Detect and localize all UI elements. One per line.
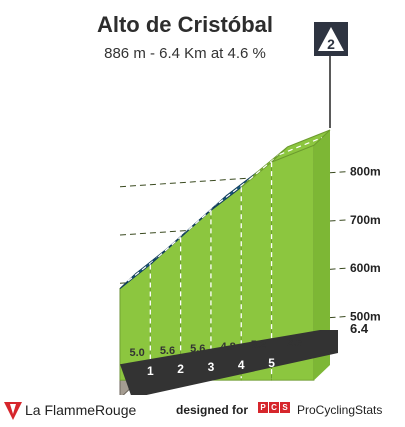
distance-end-label: 6.4 xyxy=(350,321,369,336)
category-value: 2 xyxy=(327,36,335,52)
road-surface xyxy=(119,129,331,289)
category-badge: 2 xyxy=(314,22,348,128)
gradient-label-4: 4.8 xyxy=(220,341,235,353)
road-centre-line-5 xyxy=(248,154,280,181)
y-tick-label-600: 600m xyxy=(350,261,381,275)
flame-flag-icon xyxy=(4,402,22,420)
profile-base-dark xyxy=(120,330,338,395)
km-marker-1: 1 xyxy=(147,364,154,378)
y-tick-label-700: 700m xyxy=(350,213,381,227)
climb-title: Alto de Cristóbal xyxy=(96,12,273,37)
procyclingstats-link[interactable]: ProCyclingStats xyxy=(297,403,383,417)
gradient-label-6: 2.5 xyxy=(287,337,302,349)
gradient-label-5: 5.2 xyxy=(251,339,266,351)
pcs-letter-s: S xyxy=(280,402,290,413)
km-marker-3: 3 xyxy=(208,360,215,374)
mountain-icon xyxy=(318,27,344,51)
profile-base-strip xyxy=(120,330,338,395)
profile-right-face xyxy=(314,130,330,381)
la-flamme-rouge-logo[interactable]: La FlammeRouge xyxy=(4,400,136,420)
km-marker-5: 5 xyxy=(268,356,275,370)
y-tick-label-500: 500m xyxy=(350,309,381,323)
y-tick-label-800: 800m xyxy=(350,165,381,179)
road-centre-line-1 xyxy=(127,256,159,282)
footer: La FlammeRouge designed for P C S ProCyc… xyxy=(0,395,405,427)
designed-for-label: designed for xyxy=(176,403,249,417)
road-centre-line-2 xyxy=(157,229,190,258)
pcs-letter-c: C xyxy=(269,402,279,413)
climb-subtitle: 886 m - 6.4 Km at 4.6 % xyxy=(104,45,266,62)
gradient-label-1: 5.0 xyxy=(130,347,145,359)
road-centre-line-3 xyxy=(188,202,220,231)
gradient-label-2: 5.6 xyxy=(160,345,175,357)
gradient-label-3: 5.6 xyxy=(190,343,205,355)
pcs-logo[interactable]: P C S xyxy=(258,402,290,413)
km-marker-4: 4 xyxy=(238,358,245,372)
road-centre-line-4 xyxy=(218,179,250,204)
brand-text: La FlammeRouge xyxy=(25,402,137,418)
pcs-letter-p: P xyxy=(258,402,268,413)
road-centre-line-6 xyxy=(279,137,323,156)
km-marker-2: 2 xyxy=(177,362,184,376)
